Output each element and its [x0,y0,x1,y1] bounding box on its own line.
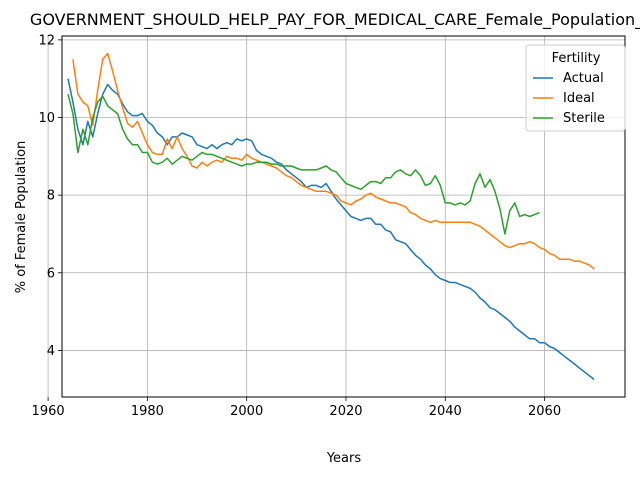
series-line-sterile [67,94,540,235]
series-line-actual [67,78,595,381]
y-axis-label: % of Female Population [14,141,29,294]
series-lines [67,52,595,381]
y-tick-label: 4 [47,344,55,359]
x-tick-label: 1980 [131,404,164,419]
legend-title: Fertility [552,51,601,66]
legend-entries: Actual Ideal Sterile [533,71,605,126]
y-tick-label: 8 [47,189,55,204]
legend: Fertility Actual Ideal Sterile [525,44,626,132]
x-axis-ticks: 1960 1980 2000 2020 2040 2060 [32,397,561,419]
legend-box [525,44,626,132]
x-tick-label: 2000 [230,404,263,419]
series-line-ideal [72,52,595,270]
y-tick-label: 6 [47,266,55,281]
legend-label-actual: Actual [563,71,604,86]
legend-label-sterile: Sterile [563,111,605,126]
y-tick-label: 12 [38,33,55,48]
x-tick-label: 2060 [528,404,561,419]
plot-area-frame [61,35,626,398]
y-axis-ticks: 4 6 8 10 12 [38,33,62,359]
x-axis-label: Years [326,451,362,466]
chart-title: GOVERNMENT_SHOULD_HELP_PAY_FOR_MEDICAL_C… [30,10,640,30]
x-tick-label: 2040 [429,404,462,419]
x-tick-label: 2020 [329,404,362,419]
y-tick-label: 10 [38,111,55,126]
legend-label-ideal: Ideal [563,91,595,106]
x-tick-label: 1960 [32,404,65,419]
